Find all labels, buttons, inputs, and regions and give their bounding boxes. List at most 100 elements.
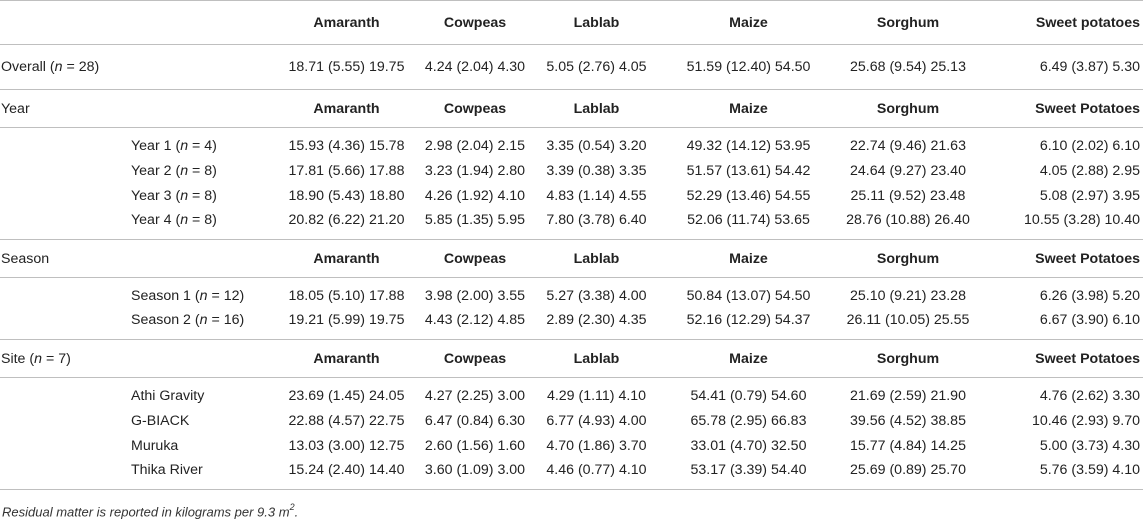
value-cell: 3.35 (0.54) 3.20 (546, 138, 647, 155)
table-row: Thika River 15.24 (2.40) 14.40 3.60 (1.09)… (0, 459, 1143, 490)
footnote-superscript: 2 (289, 502, 295, 512)
value-cell: 5.00 (3.73) 4.30 (1039, 438, 1140, 454)
column-header: Sorghum (876, 100, 940, 117)
value-cell: 50.84 (13.07) 54.50 (686, 288, 811, 305)
row-label-text: Year 4 (131, 212, 172, 229)
value-cell: 22.88 (4.57) 22.75 (288, 413, 405, 429)
value-cell: 6.49 (3.87) 5.30 (1039, 59, 1140, 75)
table-row: Muruka 13.03 (3.00) 12.75 2.60 (1.56) 1.60… (0, 434, 1143, 459)
column-header: Maize (729, 250, 768, 267)
indent-cell (0, 434, 127, 459)
indent-cell (0, 459, 127, 490)
value-cell: 4.46 (0.77) 4.10 (546, 462, 647, 479)
value-cell: 4.76 (2.62) 3.30 (1039, 388, 1140, 405)
value-cell: 54.41 (0.79) 54.60 (690, 388, 807, 405)
value-cell: 39.56 (4.52) 38.85 (850, 413, 966, 429)
row-label-text: Year 3 (131, 188, 172, 204)
value-cell: 4.70 (1.86) 3.70 (546, 438, 647, 454)
column-header: Sorghum (876, 14, 940, 31)
value-cell: 25.68 (9.54) 25.13 (850, 59, 966, 75)
column-header: Cowpeas (443, 14, 507, 31)
value-cell: 7.80 (3.78) 6.40 (546, 212, 647, 229)
row-sample-size: (n = 8) (175, 188, 217, 204)
row-label: G-BIACK (127, 409, 277, 434)
value-cell: 4.83 (1.14) 4.55 (546, 188, 647, 204)
value-cell: 3.23 (1.94) 2.80 (424, 163, 526, 179)
header-row: Site (n = 7) Amaranth Cowpeas Lablab Maize So… (0, 340, 1143, 378)
column-header: Sweet Potatoes (1035, 350, 1140, 367)
indent-cell (0, 278, 127, 309)
table-body: Amaranth Cowpeas Lablab Maize Sorghum Sweet p… (0, 0, 1143, 490)
row-sample-size: (n = 8) (175, 163, 217, 179)
row-label: Year 4 (n = 8) (127, 209, 277, 240)
row-label-text: Site (1, 350, 26, 367)
value-cell: 18.90 (5.43) 18.80 (288, 188, 405, 204)
column-header: Maize (729, 350, 768, 367)
value-cell: 21.69 (2.59) 21.90 (850, 388, 966, 405)
footnote-end: . (294, 504, 299, 520)
row-label: Season 2 (n = 16) (127, 309, 277, 340)
row-label: Year 2 (n = 8) (127, 159, 277, 184)
indent-cell (0, 184, 127, 209)
value-cell: 3.98 (2.00) 3.55 (424, 288, 526, 305)
row-label-text: G-BIACK (131, 413, 190, 429)
value-cell: 10.55 (3.28) 10.40 (1024, 212, 1140, 229)
indent-cell (0, 309, 127, 340)
column-header: Sweet Potatoes (1035, 250, 1140, 267)
residual-matter-table: Amaranth Cowpeas Lablab Maize Sorghum Sweet p… (0, 0, 1143, 490)
value-cell: 24.64 (9.27) 23.40 (850, 163, 966, 179)
row-label: Muruka (127, 434, 277, 459)
value-cell: 49.32 (14.12) 53.95 (686, 138, 811, 155)
column-header: Lablab (573, 350, 620, 367)
table-row: G-BIACK 22.88 (4.57) 22.75 6.47 (0.84) 6.3… (0, 409, 1143, 434)
column-header: Maize (729, 14, 768, 31)
row-label: Athi Gravity (127, 378, 277, 409)
row-sample-size: (n = 28) (49, 59, 100, 75)
value-cell: 25.11 (9.52) 23.48 (850, 188, 966, 204)
header-row: Year Amaranth Cowpeas Lablab Maize Sorghum Swe… (0, 90, 1143, 128)
value-cell: 4.05 (2.88) 2.95 (1039, 163, 1140, 179)
row-sample-size: (n = 16) (194, 312, 245, 329)
column-header: Lablab (573, 100, 620, 117)
table-row: Year 1 (n = 4) 15.93 (4.36) 15.78 2.98 (2.… (0, 128, 1143, 159)
column-header: Amaranth (313, 14, 380, 31)
column-header: Sweet Potatoes (1035, 100, 1140, 117)
value-cell: 4.43 (2.12) 4.85 (424, 312, 526, 329)
value-cell: 51.57 (13.61) 54.42 (686, 163, 811, 179)
column-header: Amaranth (313, 250, 380, 267)
row-label: Overall (n = 28) (0, 45, 277, 90)
column-header: Amaranth (313, 350, 380, 367)
value-cell: 5.27 (3.38) 4.00 (546, 288, 647, 305)
value-cell: 2.60 (1.56) 1.60 (424, 438, 526, 454)
value-cell: 2.89 (2.30) 4.35 (546, 312, 647, 329)
indent-cell (0, 209, 127, 240)
column-header: Lablab (573, 14, 620, 31)
value-cell: 26.11 (10.05) 25.55 (846, 312, 970, 329)
row-label: Year 1 (n = 4) (127, 128, 277, 159)
value-cell: 5.05 (2.76) 4.05 (546, 59, 647, 75)
section-label: Year (0, 90, 277, 128)
table-row: Year 2 (n = 8) 17.81 (5.66) 17.88 3.23 (1.… (0, 159, 1143, 184)
value-cell: 4.24 (2.04) 4.30 (424, 59, 526, 75)
indent-cell (0, 409, 127, 434)
row-sample-size: (n = 12) (194, 288, 245, 305)
table-row: Athi Gravity 23.69 (1.45) 24.05 4.27 (2.25… (0, 378, 1143, 409)
value-cell: 19.21 (5.99) 19.75 (288, 312, 405, 329)
value-cell: 51.59 (12.40) 54.50 (686, 59, 811, 75)
value-cell: 15.77 (4.84) 14.25 (850, 438, 966, 454)
row-label-text: Season 1 (131, 288, 191, 305)
section-label (0, 1, 277, 45)
value-cell: 6.47 (0.84) 6.30 (424, 413, 526, 429)
value-cell: 52.29 (13.46) 54.55 (686, 188, 811, 204)
table-footnote: Residual matter is reported in kilograms… (2, 502, 299, 520)
value-cell: 25.69 (0.89) 25.70 (850, 462, 966, 479)
row-label-text: Season 2 (131, 312, 191, 329)
value-cell: 20.82 (6.22) 21.20 (288, 212, 405, 229)
row-sample-size: (n = 4) (175, 138, 217, 155)
value-cell: 6.67 (3.90) 6.10 (1039, 312, 1140, 329)
row-label-text: Year 1 (131, 138, 172, 155)
row-label-text: Athi Gravity (131, 388, 205, 405)
column-header: Maize (729, 100, 768, 117)
value-cell: 33.01 (4.70) 32.50 (690, 438, 807, 454)
